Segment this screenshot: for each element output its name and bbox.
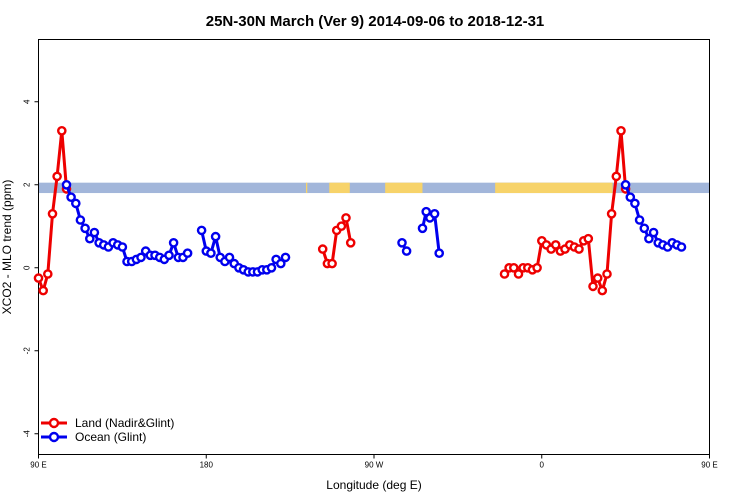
band-land-segment-0 (305, 182, 308, 194)
x-tick-label-1: 180 (200, 461, 214, 470)
series-1-point-0-12 (117, 242, 128, 252)
series-0 (33, 126, 631, 296)
series-1-point-0-1 (66, 192, 76, 202)
band-land-segment-2 (385, 182, 423, 194)
series-0-point-2-11 (550, 240, 561, 250)
series-1-point-3-4 (434, 248, 445, 258)
series-0-point-1-0 (317, 244, 328, 254)
series-0-point-0-2 (43, 269, 53, 279)
series-1-point-4-0 (620, 179, 631, 190)
x-axis: 90 E 180 90 W 0 90 E (30, 454, 718, 470)
series-1-point-0-22 (164, 250, 174, 261)
series-1-point-0-4 (80, 223, 90, 234)
series-0-point-2-3 (513, 269, 524, 279)
x-tick-label-3: 0 (540, 461, 545, 470)
series-0-point-1-2 (327, 258, 337, 269)
series-1-point-4-4 (639, 223, 650, 234)
series-0-point-0-3 (47, 208, 58, 219)
series-0-point-0-4 (52, 171, 62, 182)
series-1-line-0 (65, 184, 189, 263)
y-axis-label: XCO2 - MLO trend (ppm) (0, 180, 14, 315)
series-0-point-0-5 (57, 126, 67, 136)
x-tick-label-2: 90 W (365, 461, 384, 470)
series-0-point-2-23 (606, 208, 617, 219)
y-tick-label-2: 0 (23, 265, 32, 270)
series-1-point-0-3 (75, 215, 86, 225)
series-1-point-4-1 (625, 192, 636, 202)
series-1-point-1-6 (224, 252, 235, 263)
legend: Land (Nadir&Glint) Ocean (Glint) (41, 416, 174, 444)
series-1-point-0-5 (85, 233, 95, 244)
series-1-point-4-5 (644, 233, 654, 244)
series-0-point-2-25 (616, 126, 626, 136)
legend-ocean-marker (48, 431, 60, 443)
series-1-point-1-3 (210, 231, 221, 242)
x-tick-label-0: 90 E (30, 461, 46, 470)
series-1-point-0-23 (168, 237, 179, 248)
series-1-point-1-17 (275, 258, 286, 269)
series-1-point-3-3 (429, 208, 440, 219)
series-1-point-1-2 (206, 248, 216, 258)
series-0-point-2-16 (574, 244, 584, 254)
y-tick-label-4: 4 (23, 99, 32, 104)
series-0-point-0-1 (38, 285, 49, 296)
series-1-point-1-18 (280, 252, 291, 263)
chart-title: 25N-30N March (Ver 9) 2014-09-06 to 2018… (206, 13, 545, 30)
series-1-point-2-1 (401, 246, 412, 256)
series-0-point-2-24 (611, 171, 622, 182)
series-1-point-4-3 (634, 215, 645, 225)
series-0-point-1-5 (341, 213, 351, 223)
legend-land-marker (48, 417, 60, 429)
series-0-point-0-0 (33, 273, 44, 283)
series-0-point-2-2 (508, 262, 519, 273)
series-0-point-2-20 (592, 273, 603, 283)
legend-land-label: Land (Nadir&Glint) (75, 416, 174, 430)
series-0-point-1-6 (345, 237, 356, 248)
band-ocean (38, 182, 710, 194)
x-tick-label-4: 90 E (701, 461, 717, 470)
y-tick-label-1: -2 (23, 347, 32, 355)
y-tick-label-3: 2 (23, 182, 32, 187)
series-0-point-2-22 (602, 269, 612, 279)
series-1-point-0-16 (136, 252, 146, 263)
series-layer (33, 126, 687, 296)
series-1-point-0-2 (71, 198, 81, 209)
series-0-point-2-0 (499, 269, 510, 279)
series-1-point-4-2 (630, 198, 640, 209)
x-axis-label: Longitude (deg E) (326, 478, 421, 492)
y-axis: -4 -2 0 2 4 (23, 99, 39, 437)
series-1-point-0-6 (89, 227, 100, 238)
band-land-segment-1 (329, 182, 350, 194)
series-0-point-2-18 (583, 233, 594, 244)
series-1-point-1-0 (196, 225, 207, 236)
series-1-point-2-0 (397, 237, 407, 248)
series-1-point-3-0 (417, 223, 428, 234)
series-1-point-4-12 (676, 242, 687, 252)
series-1 (61, 179, 687, 277)
y-tick-label-0: -4 (23, 430, 32, 438)
series-1-point-0-26 (182, 248, 193, 258)
series-0-point-2-7 (532, 262, 542, 273)
series-0-point-2-19 (588, 281, 598, 292)
series-0-point-1-4 (336, 221, 347, 231)
series-0-point-2-21 (597, 285, 608, 296)
series-1-point-4-6 (648, 227, 659, 238)
legend-ocean-label: Ocean (Glint) (75, 430, 146, 444)
series-1-point-1-15 (266, 262, 277, 273)
background-band (38, 182, 710, 194)
series-1-point-0-0 (61, 179, 72, 190)
band-land-segment-3 (495, 182, 613, 194)
